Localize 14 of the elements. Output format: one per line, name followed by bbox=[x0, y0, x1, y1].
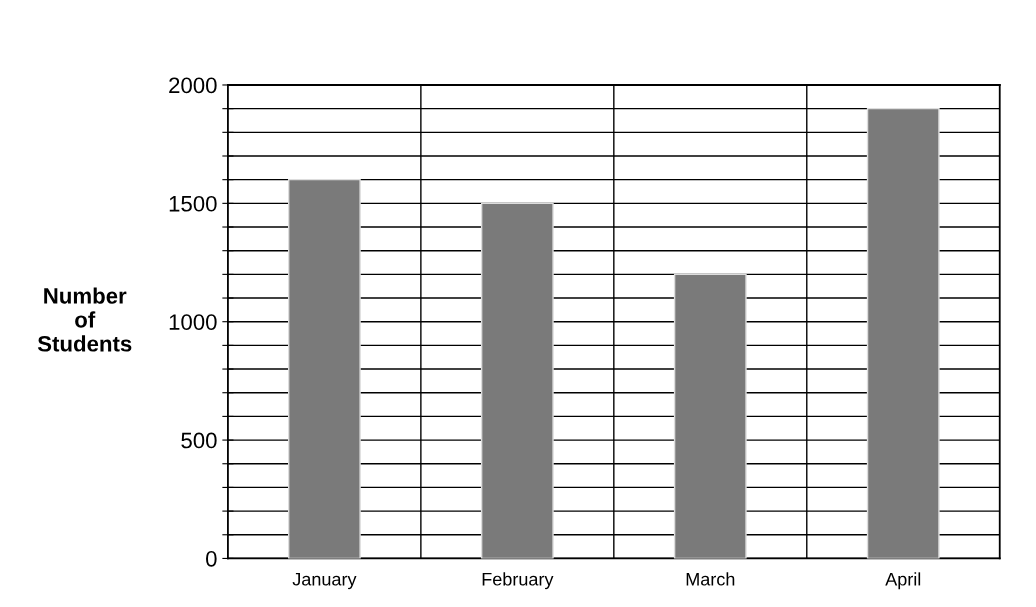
x-tick-label: March bbox=[686, 572, 735, 586]
y-axis-title: Number of Students bbox=[37, 287, 132, 352]
bar bbox=[480, 202, 554, 559]
bar bbox=[673, 273, 747, 559]
x-tick-label: April bbox=[885, 572, 921, 590]
y-tick-label: 0 bbox=[206, 550, 217, 567]
y-tick-label: 1000 bbox=[169, 314, 217, 330]
x-tick-label: January bbox=[292, 572, 357, 590]
y-tick-label: 2000 bbox=[169, 77, 217, 94]
bar bbox=[288, 178, 361, 559]
bar bbox=[866, 107, 940, 559]
y-tick-label: 500 bbox=[181, 432, 217, 449]
y-tick-label: 1500 bbox=[169, 195, 217, 212]
x-tick-label: February bbox=[482, 572, 554, 590]
